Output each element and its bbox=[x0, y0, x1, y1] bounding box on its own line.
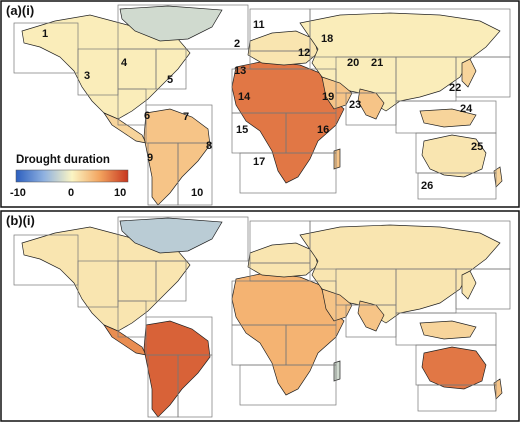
region-number-23: 23 bbox=[349, 99, 361, 111]
panel-a-land-region-16 bbox=[333, 148, 341, 170]
region-number-5: 5 bbox=[167, 74, 173, 86]
panel-b-map bbox=[13, 216, 511, 418]
legend-title: Drought duration bbox=[16, 154, 110, 166]
region-number-15: 15 bbox=[236, 124, 248, 136]
panel-b-land-region-7 bbox=[143, 320, 211, 418]
region-number-25: 25 bbox=[471, 141, 483, 153]
panel-b-land-region-16 bbox=[333, 360, 341, 382]
region-number-26: 26 bbox=[421, 180, 433, 192]
legend-min-label: -10 bbox=[10, 187, 26, 199]
panel-b-land-region-11 bbox=[247, 242, 319, 278]
panel-a-land-region-24 bbox=[419, 108, 477, 128]
panel-a-land-region-11 bbox=[247, 30, 319, 66]
panel-a-label: (a)(i) bbox=[6, 3, 34, 18]
panel-a-land-region-7 bbox=[143, 108, 211, 206]
region-number-13: 13 bbox=[234, 65, 246, 77]
panel-a-region-numbers: 1 2 3 4 5 6 7 8 9 10 11 12 13 14 15 16 1… bbox=[42, 19, 483, 199]
region-number-4: 4 bbox=[121, 57, 128, 69]
panel-b-land-region-14 bbox=[231, 272, 345, 396]
panel-b: (b)(i) bbox=[0, 210, 520, 422]
region-number-16: 16 bbox=[317, 124, 329, 136]
region-number-21: 21 bbox=[371, 57, 383, 69]
region-number-8: 8 bbox=[206, 140, 212, 152]
region-number-7: 7 bbox=[183, 111, 189, 123]
panel-b-land-region-24 bbox=[419, 320, 477, 340]
legend-color-bar bbox=[15, 169, 129, 183]
region-number-10: 10 bbox=[191, 187, 203, 199]
panel-a: (a)(i) 1 2 3 4 5 6 7 8 9 10 11 12 13 14 … bbox=[0, 0, 520, 208]
region-number-11: 11 bbox=[253, 19, 265, 31]
color-legend: Drought duration -10 0 10 bbox=[8, 150, 134, 200]
region-number-17: 17 bbox=[253, 156, 265, 168]
region-number-6: 6 bbox=[144, 110, 150, 122]
panel-a-continents bbox=[21, 5, 503, 206]
panel-b-land-region-22 bbox=[461, 270, 477, 300]
panel-a-land-region-14 bbox=[231, 60, 345, 184]
legend-mid-label: 0 bbox=[68, 187, 74, 199]
region-number-2: 2 bbox=[234, 38, 240, 50]
panel-a-land-region-22 bbox=[461, 58, 477, 88]
panel-a-land-region-2 bbox=[119, 5, 223, 42]
panel-a-land-region-1 bbox=[21, 14, 191, 120]
legend-max-label: 10 bbox=[114, 187, 126, 199]
region-number-12: 12 bbox=[298, 47, 310, 59]
panel-b-continents bbox=[21, 217, 503, 418]
region-number-3: 3 bbox=[84, 70, 90, 82]
region-number-22: 22 bbox=[449, 82, 461, 94]
panel-a-map bbox=[13, 4, 511, 206]
panel-b-label: (b)(i) bbox=[6, 213, 35, 228]
region-number-14: 14 bbox=[238, 91, 251, 103]
region-number-19: 19 bbox=[322, 91, 334, 103]
region-number-24: 24 bbox=[460, 103, 473, 115]
region-number-9: 9 bbox=[147, 152, 153, 164]
region-number-1: 1 bbox=[42, 28, 48, 40]
panel-b-land-region-1 bbox=[21, 226, 191, 332]
region-number-20: 20 bbox=[347, 57, 359, 69]
region-number-18: 18 bbox=[321, 33, 333, 45]
panel-b-land-region-2 bbox=[119, 217, 223, 254]
